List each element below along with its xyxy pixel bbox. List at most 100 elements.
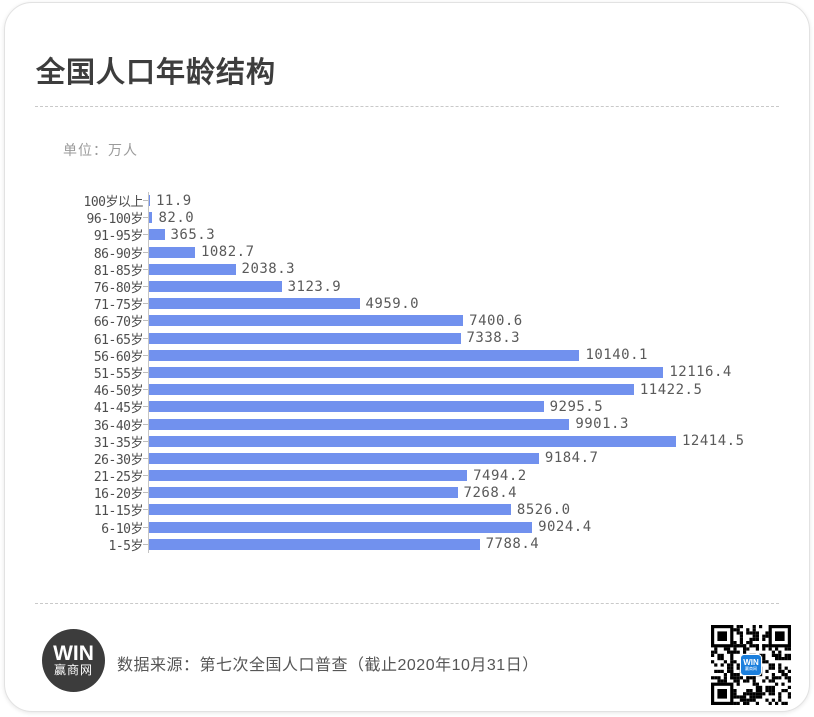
value-label: 7494.2 (473, 467, 527, 484)
axis-tick (143, 526, 148, 528)
chart-row: 11-15岁 8526.0 (45, 501, 790, 520)
page-title: 全国人口年龄结构 (36, 57, 277, 89)
logo-name-text: 赢商网 (53, 663, 93, 677)
bar (149, 349, 580, 361)
y-axis-label: 56-60岁 (93, 349, 144, 365)
chart-row: 16-20岁 7268.4 (45, 484, 790, 503)
value-label: 7338.3 (466, 330, 521, 347)
unit-label: 单位：万人 (63, 142, 138, 158)
chart-row: 51-55岁 12116.4 (45, 363, 790, 382)
y-axis-label: 6-10岁 (101, 521, 143, 537)
value-label: 82.0 (158, 209, 195, 226)
y-axis-label: 41-45岁 (93, 401, 144, 417)
value-label: 7788.4 (485, 536, 540, 553)
y-axis-label: 81-85岁 (93, 263, 144, 279)
chart-row: 71-75岁 4959.0 (45, 295, 790, 313)
chart-row: 41-45岁 9295.5 (45, 398, 790, 417)
bar (149, 487, 458, 499)
plot-area: 9295.5 (148, 398, 790, 416)
y-axis-label: 86-90岁 (93, 246, 144, 262)
axis-tick (143, 371, 148, 373)
chart-row: 46-50岁 11422.5 (45, 381, 790, 400)
plot-area: 7400.6 (148, 312, 790, 330)
qr-code: WIN 赢商网 (711, 625, 791, 705)
logo-brand-text: WIN (53, 642, 94, 665)
y-axis-label: 51-55岁 (93, 366, 144, 382)
value-label: 9024.4 (538, 519, 592, 536)
infographic-card: 全国人口年龄结构 单位：万人 100岁以上 11.9 96-100岁 82.0 91-9… (4, 2, 810, 712)
bottom-divider (35, 603, 779, 604)
bar (149, 263, 236, 275)
bar (149, 212, 153, 224)
winshang-logo: WIN 赢商网 (42, 629, 105, 692)
y-axis-label: 21-25岁 (93, 470, 144, 486)
chart-row: 31-35岁 12414.5 (45, 432, 790, 451)
plot-area: 11422.5 (148, 381, 790, 399)
bar (149, 315, 464, 327)
y-axis-label: 16-20岁 (93, 487, 144, 503)
axis-tick (143, 457, 148, 459)
plot-area: 7494.2 (148, 467, 790, 485)
value-label: 9184.7 (544, 450, 599, 467)
axis-tick (143, 320, 148, 322)
axis-tick (143, 440, 148, 442)
plot-area: 9184.7 (148, 449, 790, 467)
qr-logo-name: 赢商网 (745, 666, 757, 671)
bar (149, 298, 360, 310)
y-axis-label: 100岁以上 (83, 195, 144, 211)
value-label: 10140.1 (585, 347, 648, 364)
axis-tick (143, 268, 148, 270)
plot-area: 2038.3 (148, 260, 790, 278)
plot-area: 8526.0 (148, 501, 790, 519)
axis-tick (143, 286, 148, 288)
bar (149, 384, 634, 396)
bar (149, 195, 150, 207)
axis-tick (143, 354, 148, 356)
chart-row: 66-70岁 7400.6 (45, 312, 790, 330)
value-label: 11.9 (156, 192, 192, 209)
chart-row: 61-65岁 7338.3 (45, 329, 790, 348)
axis-tick (143, 303, 148, 305)
value-label: 2038.3 (241, 261, 296, 278)
chart-row: 100岁以上 11.9 (45, 192, 790, 211)
axis-tick (143, 475, 148, 477)
value-label: 7268.4 (463, 484, 518, 501)
chart-row: 86-90岁 1082.7 (45, 243, 790, 262)
y-axis-label: 91-95岁 (93, 229, 144, 245)
bar (149, 435, 676, 447)
value-label: 7400.6 (469, 312, 523, 329)
chart-row: 76-80岁 3123.9 (45, 277, 790, 296)
chart-row: 81-85岁 2038.3 (45, 260, 790, 279)
chart-row: 91-95岁 365.3 (45, 226, 790, 245)
bar (149, 332, 461, 344)
value-label: 1082.7 (200, 244, 255, 261)
chart-row: 26-30岁 9184.7 (45, 449, 790, 468)
plot-area: 82.0 (148, 209, 790, 227)
plot-area: 11.9 (148, 192, 790, 210)
plot-area: 9901.3 (148, 415, 790, 433)
qr-center-logo-icon: WIN 赢商网 (740, 654, 762, 676)
plot-area: 1082.7 (148, 243, 790, 261)
axis-tick (143, 251, 148, 253)
bar (149, 521, 533, 533)
plot-area: 9024.4 (148, 518, 790, 536)
chart-row: 6-10岁 9024.4 (45, 518, 790, 537)
plot-area: 365.3 (148, 226, 790, 244)
value-label: 4959.0 (365, 295, 420, 312)
bar (149, 418, 570, 430)
value-label: 9901.3 (575, 416, 629, 433)
bar (149, 401, 544, 413)
axis-tick (143, 423, 148, 425)
age-structure-bar-chart: 100岁以上 11.9 96-100岁 82.0 91-95岁 365.3 86-90岁 10… (45, 192, 790, 554)
value-label: 12414.5 (682, 433, 745, 450)
chart-row: 1-5岁 7788.4 (45, 535, 790, 554)
y-axis-label: 36-40岁 (93, 418, 144, 434)
plot-area: 7788.4 (148, 535, 790, 553)
bar (149, 538, 480, 550)
axis-tick (143, 492, 148, 494)
plot-area: 12116.4 (148, 363, 790, 382)
y-axis-label: 46-50岁 (93, 384, 144, 400)
data-source-text: 数据来源：第七次全国人口普查（截止2020年10月31日） (117, 657, 539, 674)
y-axis-label: 11-15岁 (93, 504, 144, 520)
